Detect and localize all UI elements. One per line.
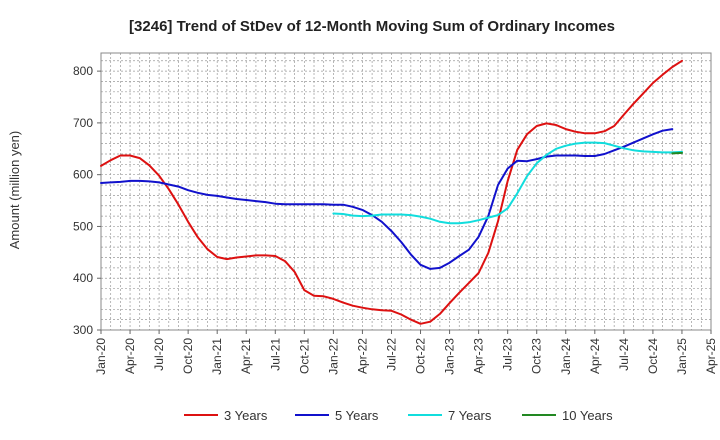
series-line-7-years bbox=[332, 141, 683, 225]
grid-lines bbox=[101, 53, 711, 330]
y-tick-label: 600 bbox=[73, 168, 93, 182]
x-tick-label: Apr-23 bbox=[472, 338, 486, 374]
legend-label: 5 Years bbox=[335, 408, 379, 423]
plot-frame bbox=[100, 52, 712, 331]
x-tick-label: Jan-20 bbox=[94, 338, 108, 375]
x-tick-label: Oct-21 bbox=[297, 338, 311, 374]
y-axis-ticks: 300 400 500 600 700 800 bbox=[73, 64, 101, 337]
y-tick-label: 400 bbox=[73, 271, 93, 285]
series-line-10-years bbox=[671, 151, 683, 155]
x-tick-label: Oct-22 bbox=[414, 338, 428, 374]
x-tick-label: Oct-20 bbox=[181, 338, 195, 374]
x-axis-ticks: Jan-20 Apr-20 Jul-20 Oct-20 Jan-21 Apr-21 Jul-… bbox=[94, 330, 718, 375]
x-tick-label: Jul-24 bbox=[617, 338, 631, 371]
series-line-3-years bbox=[100, 59, 683, 325]
legend: 3 Years 5 Years 7 Years 10 Years bbox=[184, 408, 613, 423]
x-tick-label: Apr-22 bbox=[355, 338, 369, 374]
x-tick-label: Apr-25 bbox=[704, 338, 718, 374]
x-tick-label: Jan-25 bbox=[675, 338, 689, 375]
legend-label: 10 Years bbox=[562, 408, 613, 423]
x-tick-label: Jul-23 bbox=[501, 338, 515, 371]
x-tick-label: Apr-20 bbox=[123, 338, 137, 374]
x-tick-label: Oct-23 bbox=[530, 338, 544, 374]
legend-label: 3 Years bbox=[224, 408, 268, 423]
x-tick-label: Apr-24 bbox=[588, 338, 602, 374]
x-tick-label: Jan-21 bbox=[210, 338, 224, 375]
legend-label: 7 Years bbox=[448, 408, 492, 423]
x-tick-label: Jul-21 bbox=[268, 338, 282, 371]
y-tick-label: 800 bbox=[73, 64, 93, 78]
x-tick-label: Oct-24 bbox=[646, 338, 660, 374]
x-tick-label: Jan-22 bbox=[326, 338, 340, 375]
y-axis-label: Amount (million yen) bbox=[7, 131, 22, 250]
y-tick-label: 300 bbox=[73, 323, 93, 337]
x-tick-label: Apr-21 bbox=[239, 338, 253, 374]
x-tick-label: Jul-20 bbox=[152, 338, 166, 371]
x-tick-label: Jan-23 bbox=[443, 338, 457, 375]
series-lines bbox=[100, 59, 683, 325]
series-line-5-years bbox=[100, 128, 674, 270]
x-tick-label: Jan-24 bbox=[559, 338, 573, 375]
chart-title: [3246] Trend of StDev of 12-Month Moving… bbox=[129, 18, 615, 35]
y-tick-label: 500 bbox=[73, 219, 93, 233]
y-tick-label: 700 bbox=[73, 116, 93, 130]
x-tick-label: Jul-22 bbox=[384, 338, 398, 371]
